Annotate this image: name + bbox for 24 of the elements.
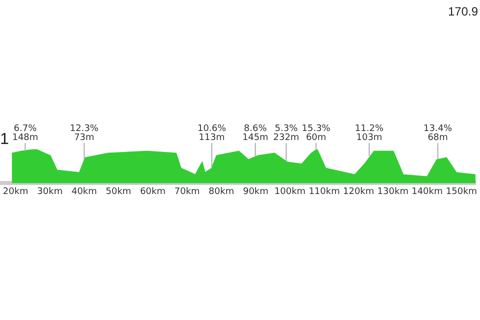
x-tick-label: 60km — [140, 186, 166, 197]
x-tick-label: 100km — [274, 186, 306, 197]
x-tick-label: 90km — [242, 186, 268, 197]
annotation: 11.2% 103m — [354, 124, 384, 143]
x-tick-label: 150km — [446, 186, 478, 197]
x-tick-label: 130km — [377, 186, 408, 197]
chart-title: 1 — [0, 131, 9, 148]
x-tick-label: 70km — [174, 186, 200, 197]
x-tick-label: 140km — [412, 186, 443, 197]
annotation: 10.6% 113m — [197, 124, 227, 143]
x-tick-label: 80km — [208, 186, 234, 197]
annotation: 5.3% 232m — [273, 124, 300, 143]
annotation: 8.6% 145m — [242, 124, 268, 143]
x-tick-label: 50km — [106, 186, 132, 197]
annotation: 12.3% 73m — [70, 124, 99, 143]
x-tick-label: 20km — [2, 186, 28, 197]
annotation: 15.3% 60m — [302, 124, 331, 143]
x-tick-label: 110km — [308, 186, 340, 197]
annotation: 6.7% 148m — [12, 124, 38, 143]
x-tick-label: 120km — [342, 186, 374, 197]
x-tick-label: 40km — [71, 186, 97, 197]
x-tick-label: 30km — [37, 186, 63, 197]
annotation: 13.4% 68m — [424, 124, 453, 143]
text: 170.9 — [448, 4, 478, 18]
